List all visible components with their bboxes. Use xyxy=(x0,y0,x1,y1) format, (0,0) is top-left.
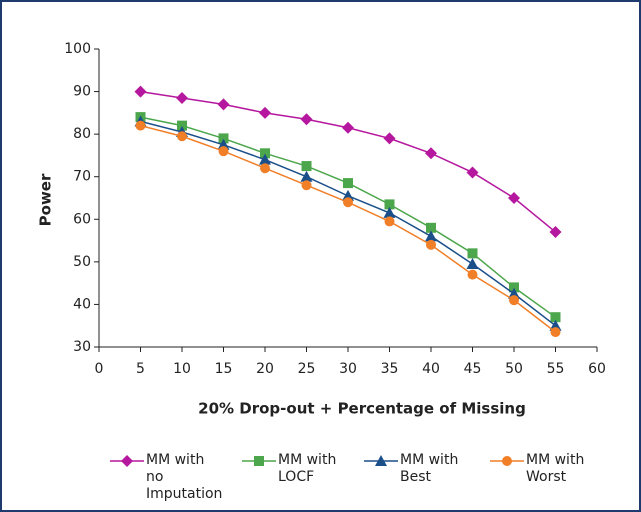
data-point xyxy=(218,133,229,144)
y-tick-label: 80 xyxy=(73,126,91,142)
marker xyxy=(375,455,387,466)
data-point xyxy=(342,189,354,201)
data-point xyxy=(301,180,312,191)
data-point xyxy=(466,257,479,269)
data-point xyxy=(384,216,395,227)
y-tick-label: 100 xyxy=(64,41,91,57)
x-tick-label: 25 xyxy=(298,361,316,377)
data-point xyxy=(550,312,561,323)
data-point xyxy=(135,120,146,131)
x-tick-label: 35 xyxy=(381,361,399,377)
x-tick-label: 5 xyxy=(136,361,145,377)
legend-swatch xyxy=(242,456,276,466)
data-point xyxy=(343,178,353,189)
data-point xyxy=(134,85,147,98)
data-point xyxy=(383,206,396,218)
data-point xyxy=(176,91,188,104)
x-tick-label: 50 xyxy=(505,361,523,377)
data-point xyxy=(550,327,561,338)
data-point xyxy=(509,282,519,293)
legend-swatch xyxy=(110,455,144,467)
legend-label: MM with Worst xyxy=(526,452,585,485)
data-point xyxy=(466,166,479,179)
data-point xyxy=(509,295,519,306)
legend-swatch xyxy=(364,455,398,466)
y-tick-label: 60 xyxy=(73,211,91,227)
series-line xyxy=(140,90,556,233)
legend-item: MM with no Imputation xyxy=(110,452,223,503)
x-tick-label: 30 xyxy=(339,361,357,377)
y-axis-label: Power xyxy=(37,173,55,226)
data-point xyxy=(425,147,437,160)
series-line xyxy=(140,124,556,333)
x-tick-label: 60 xyxy=(588,361,606,377)
y-tick-label: 30 xyxy=(73,339,91,355)
data-point xyxy=(218,146,229,157)
legend-label: MM with Best xyxy=(400,452,459,485)
series-line xyxy=(140,120,556,327)
data-point xyxy=(301,161,312,172)
data-point xyxy=(549,319,562,331)
x-tick-label: 45 xyxy=(464,361,482,377)
data-point xyxy=(177,131,187,142)
data-point xyxy=(260,148,270,159)
data-point xyxy=(425,230,437,242)
data-point xyxy=(217,138,230,150)
legend-label: MM with LOCF xyxy=(278,452,337,485)
data-point xyxy=(260,163,270,174)
y-tick-label: 90 xyxy=(73,84,91,100)
legend-item: MM with Worst xyxy=(490,452,600,486)
data-point xyxy=(343,197,353,208)
data-point xyxy=(342,121,354,134)
x-tick-label: 40 xyxy=(422,361,440,377)
data-point xyxy=(549,226,562,239)
data-point xyxy=(467,248,478,259)
x-tick-label: 20 xyxy=(256,361,274,377)
y-tick-label: 40 xyxy=(73,296,91,312)
legend-item: MM with LOCF xyxy=(242,452,352,486)
y-tick-label: 70 xyxy=(73,169,91,185)
data-point xyxy=(177,120,187,131)
data-point xyxy=(508,192,520,204)
data-point xyxy=(300,113,313,126)
data-point xyxy=(508,287,520,299)
legend-swatch xyxy=(490,456,524,466)
data-point xyxy=(217,98,230,111)
data-point xyxy=(384,199,395,210)
data-point xyxy=(259,153,271,165)
legend-label: MM with no Imputation xyxy=(146,452,223,502)
data-point xyxy=(259,106,271,119)
data-point xyxy=(467,269,478,280)
x-tick-label: 15 xyxy=(215,361,233,377)
data-point xyxy=(383,132,396,145)
y-tick-label: 50 xyxy=(73,254,91,270)
legend-item: MM with Best xyxy=(364,452,474,486)
marker xyxy=(254,456,264,466)
x-tick-label: 55 xyxy=(547,361,565,377)
x-tick-label: 10 xyxy=(173,361,191,377)
data-point xyxy=(426,239,436,250)
x-axis-label: 20% Drop-out + Percentage of Missing xyxy=(198,400,526,418)
data-point xyxy=(426,222,436,233)
data-point xyxy=(300,170,313,182)
marker xyxy=(502,456,512,466)
x-tick-label: 0 xyxy=(95,361,104,377)
marker xyxy=(121,455,133,467)
